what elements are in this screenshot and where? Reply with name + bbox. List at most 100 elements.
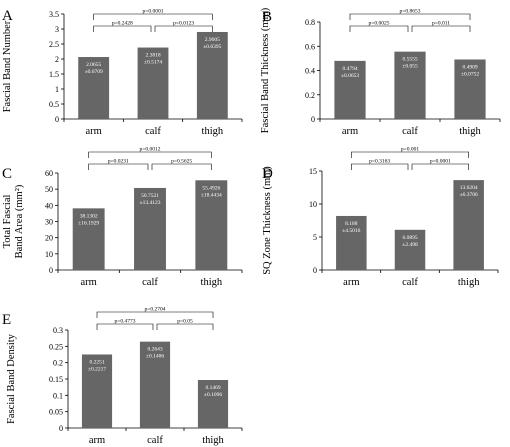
bar-error-label: ±0.1096 bbox=[204, 392, 222, 398]
y-axis-label: Fascial Band Number bbox=[2, 20, 13, 112]
panel-letter: D bbox=[262, 166, 273, 182]
bar-error-label: ±4.5016 bbox=[342, 228, 360, 234]
y-tick-label: 2 bbox=[55, 55, 59, 64]
bar-thigh bbox=[196, 31, 228, 119]
p-value-label: p=0.0012 bbox=[140, 147, 161, 153]
bar-value-label: 0.1469 bbox=[205, 385, 220, 391]
bar-value-label: 0.5555 bbox=[402, 57, 417, 63]
y-tick-label: 0.5 bbox=[49, 100, 59, 109]
x-category-label: thigh bbox=[201, 277, 223, 288]
p-value-label: p=0.0231 bbox=[108, 159, 129, 165]
bar-arm bbox=[72, 208, 105, 270]
bar-value-label: 13.6204 bbox=[460, 185, 478, 191]
bar-arm bbox=[78, 57, 110, 119]
significance-bracket bbox=[349, 25, 409, 32]
x-category-label: calf bbox=[147, 435, 163, 446]
significance-bracket bbox=[156, 323, 214, 330]
significance-bracket bbox=[96, 311, 214, 318]
bar-error-label: ±0.6709 bbox=[85, 69, 103, 75]
bar-error-label: ±0.0752 bbox=[461, 71, 479, 77]
significance-bracket bbox=[351, 163, 409, 170]
y-tick-label: 0 bbox=[49, 266, 53, 275]
p-value-label: p=0.2428 bbox=[112, 21, 133, 27]
y-tick-label: 0.8 bbox=[305, 18, 315, 27]
bar-error-label: ±18.4434 bbox=[201, 192, 222, 198]
y-tick-label: 15 bbox=[309, 167, 317, 176]
panel-d: DSQ Zone Thickness (mm) 0 5 10 15 8.188±4.501… bbox=[262, 147, 499, 288]
x-category-label: arm bbox=[89, 435, 105, 446]
x-category-label: arm bbox=[342, 126, 358, 137]
panel-letter: C bbox=[2, 166, 12, 182]
y-tick-label: 30 bbox=[45, 218, 53, 227]
panel-letter: B bbox=[262, 9, 272, 25]
significance-bracket bbox=[93, 25, 152, 32]
x-category-label: arm bbox=[343, 277, 359, 288]
y-tick-label: 0.6 bbox=[305, 42, 315, 51]
bar-error-label: ±13.4123 bbox=[140, 200, 161, 206]
x-category-label: calf bbox=[402, 277, 418, 288]
p-value-label: p=0.001 bbox=[401, 147, 419, 153]
y-tick-label: 1 bbox=[55, 85, 59, 94]
bar-error-label: ±0.1486 bbox=[146, 354, 164, 360]
y-tick-label: 0 bbox=[59, 424, 63, 433]
y-axis-label: Total Fascial bbox=[2, 195, 13, 249]
panel-c: C Total Fascial Band Area (mm²) 0 10 20 30 40 50… bbox=[2, 147, 243, 288]
x-category-label: thigh bbox=[459, 126, 481, 137]
bar-calf bbox=[139, 341, 171, 428]
p-value-label: p=0.011 bbox=[432, 21, 450, 27]
significance-bracket bbox=[88, 151, 212, 158]
bar-error-label: ±0.6395 bbox=[203, 44, 221, 50]
significance-bracket bbox=[411, 25, 471, 32]
bar-value-label: 0.4909 bbox=[462, 64, 477, 70]
panel-e: E Fascial Band Density 0 0.05 0.1 0.15 0.2 0.25… bbox=[2, 307, 243, 446]
bar-value-label: 6.0895 bbox=[402, 235, 417, 241]
y-tick-label: 10 bbox=[45, 250, 53, 259]
bar-value-label: 8.188 bbox=[345, 221, 358, 227]
x-category-label: thigh bbox=[458, 277, 480, 288]
significance-bracket bbox=[151, 163, 212, 170]
y-tick-label: 0.2 bbox=[53, 359, 63, 368]
bar-thigh bbox=[197, 380, 229, 428]
y-tick-label: 40 bbox=[45, 201, 53, 210]
y-axis-label: Fascial Band Thickness (mm) bbox=[260, 7, 271, 133]
y-tick-label: 10 bbox=[309, 200, 317, 209]
y-tick-label: 0.3 bbox=[53, 326, 63, 335]
bar-error-label: ±0.055 bbox=[402, 64, 418, 70]
bar-thigh bbox=[453, 180, 484, 270]
y-tick-label: 0.4 bbox=[305, 67, 315, 76]
p-value-label: p=0.5625 bbox=[171, 159, 192, 165]
panel-letter: E bbox=[2, 312, 11, 328]
significance-bracket bbox=[154, 25, 213, 32]
bar-value-label: 50.7521 bbox=[141, 193, 159, 199]
bar-calf bbox=[394, 229, 426, 270]
bar-value-label: 0.4794 bbox=[342, 66, 357, 72]
y-axis-label: SQ Zone Thickness (mm) bbox=[262, 166, 273, 275]
y-tick-label: 50 bbox=[45, 185, 53, 194]
x-category-label: thigh bbox=[202, 435, 224, 446]
p-value-label: p=0.3163 bbox=[369, 159, 390, 165]
y-tick-label: 0 bbox=[313, 266, 317, 275]
y-tick-label: 2.5 bbox=[49, 40, 59, 49]
x-category-label: arm bbox=[81, 277, 97, 288]
bar-error-label: ±0.2217 bbox=[88, 366, 106, 372]
bar-value-label: 0.2643 bbox=[147, 347, 162, 353]
bar-error-label: ±2.498 bbox=[402, 242, 418, 248]
significance-bracket bbox=[93, 13, 213, 20]
p-value-label: p=0.0025 bbox=[369, 21, 390, 27]
significance-bracket bbox=[349, 13, 471, 20]
y-tick-label: 0.05 bbox=[49, 408, 63, 417]
x-category-label: arm bbox=[86, 126, 102, 137]
bar-thigh bbox=[195, 180, 228, 270]
y-tick-label: 20 bbox=[45, 234, 53, 243]
y-tick-label: 0.1 bbox=[53, 391, 63, 400]
y-tick-label: 0 bbox=[55, 115, 59, 124]
bar-value-label: 38.1302 bbox=[80, 213, 98, 219]
panel-letter: A bbox=[2, 8, 13, 24]
y-tick-label: 60 bbox=[45, 169, 53, 178]
bar-calf bbox=[394, 51, 426, 119]
significance-bracket bbox=[88, 163, 149, 170]
y-tick-label: 0.2 bbox=[305, 91, 315, 100]
